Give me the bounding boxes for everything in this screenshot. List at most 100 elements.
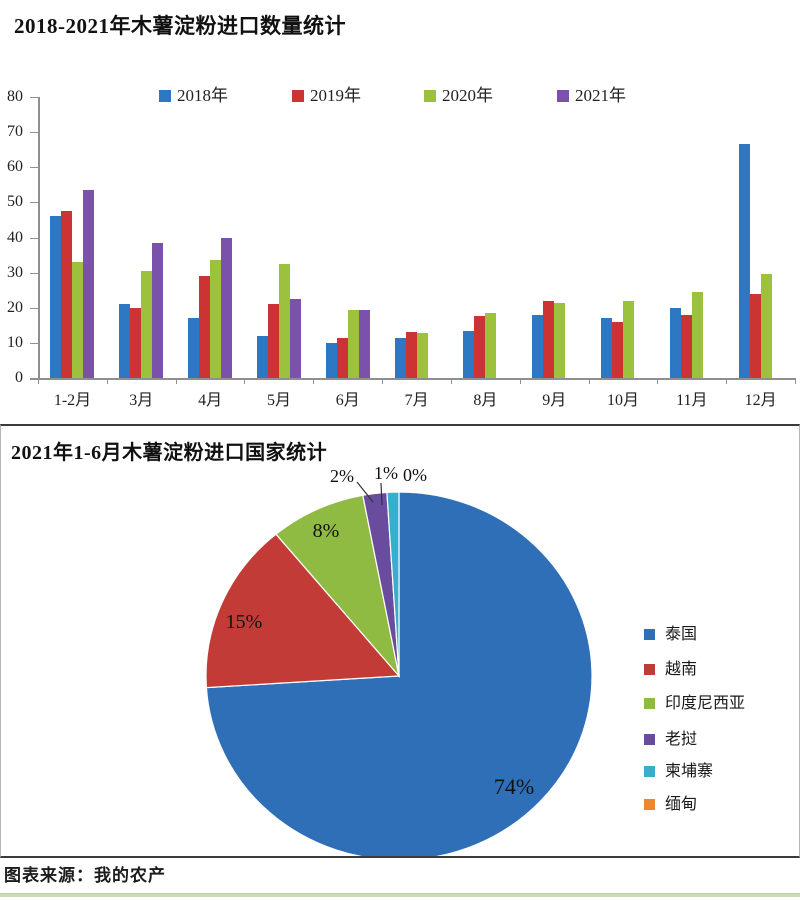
bar-2020年-1-2月	[72, 262, 84, 378]
bar-2018年-1-2月	[50, 216, 62, 378]
pie-percent-label-泰国: 74%	[494, 774, 534, 799]
y-axis-tick	[30, 132, 38, 134]
pie-percent-label-缅甸: 0%	[403, 465, 427, 485]
bar-2018年-10月	[600, 318, 612, 378]
pie-legend-item-泰国: 泰国	[644, 626, 698, 644]
bar-2018年-5月	[256, 335, 268, 378]
pie-slice-越南	[205, 533, 401, 689]
y-axis-tick	[30, 307, 38, 309]
x-axis-label: 6月	[335, 392, 360, 409]
x-axis-label: 1-2月	[53, 392, 92, 409]
x-axis-tick	[38, 378, 39, 384]
pie-slice-印度尼西亚	[275, 494, 401, 679]
y-axis-tick	[30, 237, 38, 239]
pie-percent-label-印度尼西亚: 8%	[313, 520, 340, 542]
bar-2019年-5月	[267, 304, 279, 378]
bar-legend-item-2019年: 2019年	[292, 81, 361, 105]
bar-2018年-8月	[463, 330, 475, 378]
bar-2018年-6月	[325, 342, 337, 378]
x-axis-tick	[175, 378, 177, 384]
bar-legend-item-2018年: 2018年	[159, 81, 228, 105]
bar-legend-label: 2021年	[575, 86, 626, 105]
x-axis-label: 8月	[473, 392, 498, 409]
bar-2019年-4月	[199, 276, 211, 378]
bar-2019年-10月	[611, 321, 623, 378]
pie-percent-label-越南: 15%	[226, 611, 263, 633]
pie-chart: 74% 15% 8% 2% 1% 0%	[205, 463, 593, 856]
bar-2020年-10月	[622, 300, 634, 378]
y-axis-tick	[30, 378, 38, 379]
x-axis-tick	[588, 378, 590, 384]
bar-2021年-1-2月	[83, 190, 95, 378]
bar-2019年-9月	[543, 300, 555, 378]
x-axis-tick	[244, 378, 246, 384]
legend-swatch-icon	[644, 734, 655, 745]
legend-swatch-icon	[557, 90, 569, 102]
bar-legend-label: 2018年	[177, 86, 228, 105]
x-axis-tick	[450, 378, 452, 384]
bar-2020年-6月	[347, 309, 359, 378]
legend-swatch-icon	[644, 799, 655, 810]
pie-legend-label: 泰国	[665, 626, 698, 643]
bar-2019年-1-2月	[61, 211, 73, 378]
bar-2021年-5月	[289, 298, 301, 378]
x-axis-label: 5月	[266, 392, 291, 409]
y-axis-label: 80	[7, 88, 23, 105]
pie-legend-item-越南: 越南	[644, 661, 698, 679]
y-axis-label: 10	[7, 333, 23, 351]
pie-legend-label: 越南	[665, 661, 698, 678]
bar-2020年-5月	[278, 263, 290, 378]
bar-2018年-4月	[188, 318, 200, 378]
y-axis-label: 50	[7, 193, 23, 211]
x-axis-tick	[519, 378, 521, 384]
bar-legend-label: 2020年	[442, 86, 493, 105]
bar-2019年-12月	[749, 293, 761, 378]
y-axis-label: 0	[15, 369, 23, 386]
x-axis-label: 10月	[607, 392, 640, 409]
x-axis-label: 7月	[404, 392, 429, 409]
pie-legend-item-柬埔寨: 柬埔寨	[644, 763, 714, 781]
y-axis-tick	[30, 272, 38, 274]
bar-2018年-12月	[738, 144, 750, 378]
x-axis-label: 11月	[676, 392, 708, 409]
x-axis-tick	[106, 378, 108, 384]
bar-2020年-8月	[485, 313, 497, 378]
pie-legend-label: 缅甸	[665, 796, 698, 813]
x-axis-label: 3月	[129, 392, 154, 409]
pie-legend-item-印度尼西亚: 印度尼西亚	[644, 696, 745, 713]
legend-swatch-icon	[292, 90, 304, 102]
pie-chart-title: 2021年1-6月木薯淀粉进口国家统计	[11, 442, 328, 464]
x-axis-label: 9月	[542, 392, 567, 409]
pie-legend-label: 柬埔寨	[665, 763, 714, 780]
leader-line-2pct	[356, 481, 374, 503]
bar-2019年-7月	[405, 332, 417, 378]
bar-2019年-8月	[474, 315, 486, 378]
y-axis-tick	[30, 342, 38, 344]
bar-chart-title: 2018-2021年木薯淀粉进口数量统计	[14, 14, 346, 38]
y-axis-label: 20	[7, 298, 23, 316]
x-axis-tick	[657, 378, 659, 384]
pie-legend-item-缅甸: 缅甸	[644, 796, 698, 814]
bar-2021年-4月	[221, 237, 233, 378]
pie-percent-label-老挝: 2%	[330, 466, 354, 486]
y-axis-tick	[30, 202, 38, 204]
y-axis-tick	[30, 167, 38, 169]
bar-2018年-11月	[669, 307, 681, 378]
legend-swatch-icon	[159, 90, 171, 102]
y-axis-label: 70	[7, 123, 23, 141]
x-axis-label: 12月	[744, 392, 777, 409]
pie-slice-柬埔寨	[386, 491, 400, 677]
legend-swatch-icon	[424, 90, 436, 102]
pie-percent-label-柬埔寨: 1%	[374, 463, 398, 483]
y-axis-label: 60	[7, 158, 23, 176]
bar-2019年-3月	[130, 307, 142, 378]
x-axis-label: 4月	[198, 392, 223, 409]
bar-2021年-3月	[152, 242, 164, 378]
legend-swatch-icon	[644, 664, 655, 675]
bar-2020年-7月	[416, 333, 428, 378]
x-axis	[30, 378, 795, 380]
legend-swatch-icon	[644, 766, 655, 777]
bar-2021年-6月	[358, 310, 370, 378]
x-axis-tick	[726, 378, 728, 384]
